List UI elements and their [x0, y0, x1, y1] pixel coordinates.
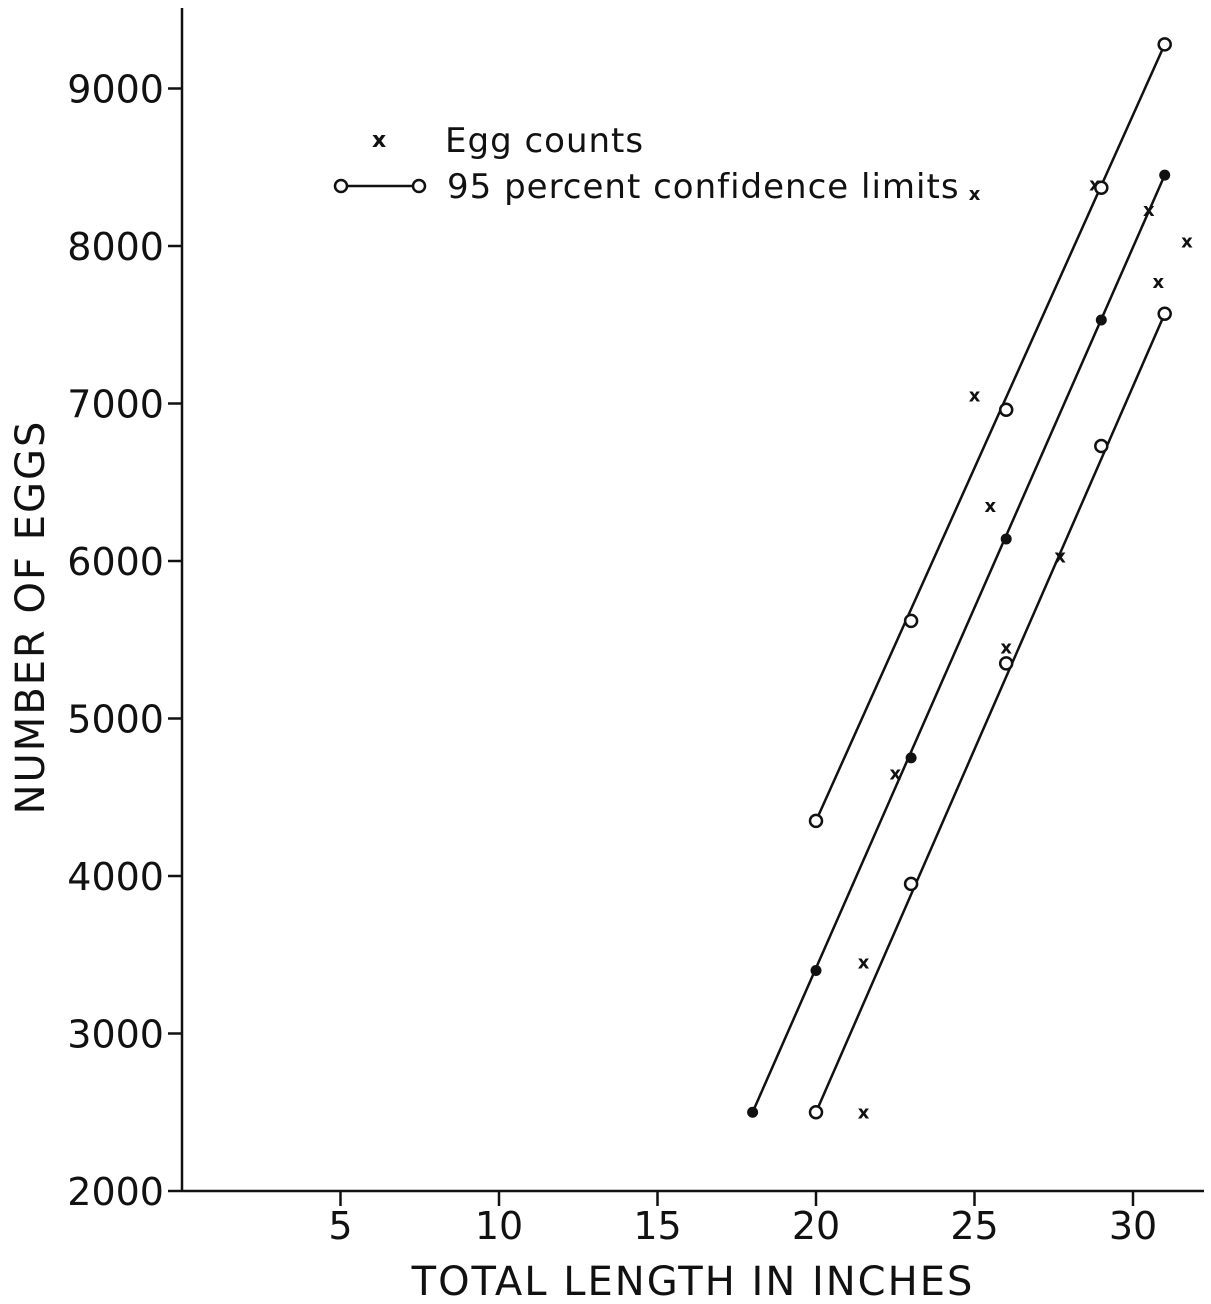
y-tick-label: 4000 [67, 855, 164, 899]
x-axis-ticks: 5 10 15 20 25 30 [328, 1191, 1157, 1248]
x-tick-label: 20 [792, 1204, 840, 1248]
y-tick-label: 5000 [67, 698, 164, 742]
y-tick-label: 6000 [67, 540, 164, 584]
confidence-limit-point [998, 402, 1014, 418]
confidence-limit-point [903, 613, 919, 629]
y-axis-ticks: 2000 3000 4000 5000 6000 7000 8000 9000 [67, 68, 182, 1214]
y-tick-label: 3000 [67, 1013, 164, 1057]
y-tick-label: 8000 [67, 225, 164, 269]
regression-point [1095, 314, 1107, 326]
regression-point [747, 1106, 759, 1118]
y-tick-label: 2000 [67, 1170, 164, 1214]
legend-label-egg-counts: Egg counts [445, 121, 644, 161]
y-tick-label: 9000 [67, 68, 164, 112]
egg-count-x-marker: x [1181, 231, 1193, 252]
egg-count-x-marker: x [1000, 638, 1012, 659]
y-axis-label: NUMBER OF EGGS [8, 420, 54, 815]
egg-count-x-marker: x [969, 386, 981, 407]
egg-count-x-marker: x [1143, 200, 1155, 221]
regression-point [905, 752, 917, 764]
confidence-limit-point [1094, 180, 1109, 195]
x-tick-label: 25 [950, 1204, 998, 1248]
regression-line [751, 174, 1166, 1113]
confidence-limit-point [808, 1105, 824, 1120]
confidence-limit-point [808, 813, 824, 829]
confidence-limit-point [903, 876, 919, 892]
y-tick-label: 7000 [67, 383, 164, 427]
confidence-limit-point [998, 656, 1014, 671]
egg-count-x-marker: x [858, 1102, 870, 1123]
egg-count-x-marker: x [858, 953, 870, 974]
regression-point [1000, 533, 1012, 545]
legend-open-circle-right [411, 178, 427, 194]
legend-x-marker: x [372, 128, 386, 153]
axes [180, 8, 1204, 1193]
egg-count-x-marker: x [969, 184, 981, 205]
egg-count-x-marker: x [889, 764, 901, 785]
x-tick-label: 5 [328, 1204, 352, 1248]
x-tick-label: 30 [1109, 1204, 1157, 1248]
confidence-limit-point [1094, 438, 1109, 454]
x-axis-label: TOTAL LENGTH IN INCHES [411, 1259, 975, 1304]
egg-count-x-marker: x [1153, 272, 1165, 293]
x-tick-label: 10 [475, 1204, 523, 1248]
regression-point [1159, 169, 1171, 181]
x-tick-label: 15 [633, 1204, 681, 1248]
egg-count-x-marker: x [985, 496, 997, 517]
legend-label-confidence-limits: 95 percent confidence limits [447, 167, 960, 207]
confidence-limit-point [1157, 306, 1172, 321]
egg-count-x-marker: x [1054, 546, 1066, 567]
regression-point [810, 965, 822, 976]
confidence-limit-line [814, 43, 1166, 822]
confidence-limit-point [1157, 37, 1172, 52]
legend-open-circle-left [333, 178, 349, 194]
legend: x Egg counts 95 percent confidence limit… [333, 121, 960, 207]
